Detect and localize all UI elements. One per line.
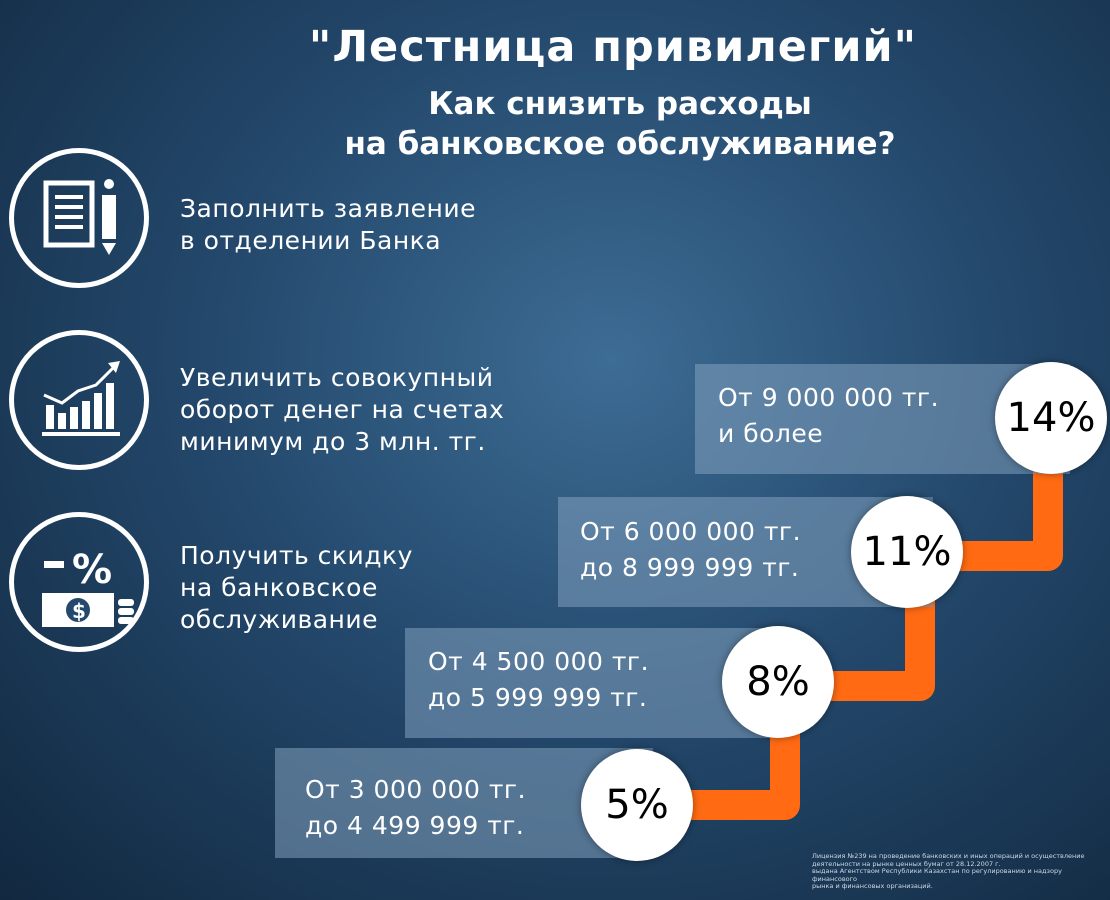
tier-1-percent: 5% <box>581 749 693 861</box>
tier-4-line-2: и более <box>718 419 824 448</box>
step-3-line-1: Получить скидку <box>180 541 413 570</box>
tier-3-line-2: до 8 999 999 тг. <box>580 553 800 582</box>
tier-2-line-2: до 5 999 999 тг. <box>428 683 648 712</box>
growth-chart-icon <box>9 330 149 470</box>
tier-1-line-2: до 4 499 999 тг. <box>305 811 525 840</box>
subtitle-line-2: на банковское обслуживание? <box>344 126 896 162</box>
page-subtitle: Как снизить расходы на банковское обслуж… <box>300 84 940 164</box>
license-footer: Лицензия №239 на проведение банковских и… <box>812 852 1092 891</box>
tier-4-percent: 14% <box>995 362 1107 474</box>
subtitle-line-1: Как снизить расходы <box>428 86 812 122</box>
step-2-text: Увеличить совокупный оборот денег на сче… <box>180 362 504 458</box>
step-3-line-3: обслуживание <box>180 605 379 634</box>
step-1-line-1: Заполнить заявление <box>180 194 477 223</box>
tier-3-text: От 6 000 000 тг. до 8 999 999 тг. <box>580 514 801 586</box>
tier-4-line-1: От 9 000 000 тг. <box>718 383 940 412</box>
tier-2-percent: 8% <box>722 626 834 738</box>
discount-money-icon: % $ <box>9 512 149 652</box>
footer-line-4: рынка и финансовых организаций. <box>812 882 933 890</box>
footer-line-3: выдана Агентством Республики Казахстан п… <box>812 867 1062 883</box>
step-2-line-2: оборот денег на счетах <box>180 395 505 424</box>
step-1-line-2: в отделении Банка <box>180 226 442 255</box>
step-1-text: Заполнить заявление в отделении Банка <box>180 193 476 257</box>
tier-2-text: От 4 500 000 тг. до 5 999 999 тг. <box>428 644 649 716</box>
tier-3-percent: 11% <box>851 496 963 608</box>
tier-2-line-1: От 4 500 000 тг. <box>428 647 650 676</box>
footer-line-2: деятельности на рынке ценных бумаг от 28… <box>812 859 1001 868</box>
tier-1-line-1: От 3 000 000 тг. <box>305 775 527 804</box>
page-title: "Лестница привилегий" <box>308 22 918 72</box>
svg-text:%: % <box>72 547 112 593</box>
footer-line-1: Лицензия №239 на проведение банковских и… <box>812 852 1085 860</box>
tier-3-line-1: От 6 000 000 тг. <box>580 517 802 546</box>
tier-1-text: От 3 000 000 тг. до 4 499 999 тг. <box>305 772 526 844</box>
step-2-line-3: минимум до 3 млн. тг. <box>180 427 486 456</box>
tier-bar-2 <box>405 628 770 738</box>
document-pen-icon <box>9 148 149 288</box>
tier-4-text: От 9 000 000 тг. и более <box>718 380 939 452</box>
step-3-text: Получить скидку на банковское обслуживан… <box>180 540 413 636</box>
step-3-line-2: на банковское <box>180 573 378 602</box>
svg-text:$: $ <box>72 599 86 623</box>
step-2-line-1: Увеличить совокупный <box>180 363 494 392</box>
